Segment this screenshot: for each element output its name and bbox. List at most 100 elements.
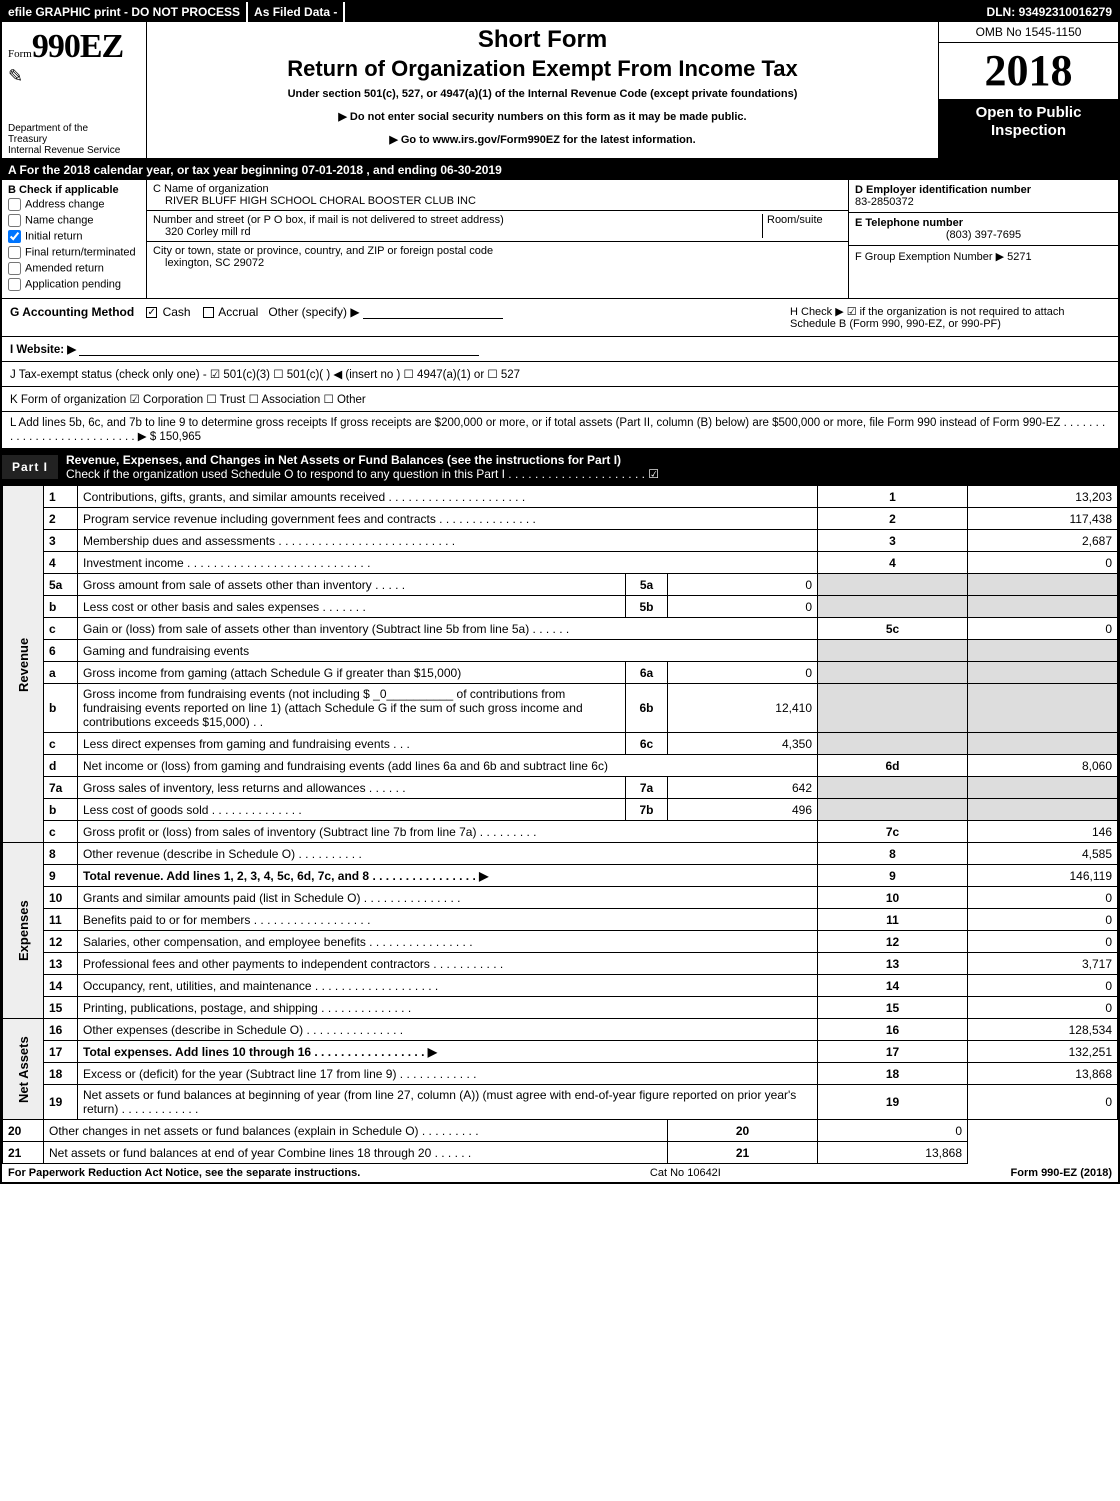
res-col: 2 bbox=[818, 508, 968, 530]
line-number: 3 bbox=[44, 530, 78, 552]
line-row: 9Total revenue. Add lines 1, 2, 3, 4, 5c… bbox=[3, 865, 1118, 887]
org-name: RIVER BLUFF HIGH SCHOOL CHORAL BOOSTER C… bbox=[153, 195, 842, 207]
chk-address-change[interactable]: Address change bbox=[8, 198, 140, 211]
addr-cell: Number and street (or P O box, if mail i… bbox=[147, 211, 848, 242]
chk-pending[interactable]: Application pending bbox=[8, 278, 140, 291]
dept-line3: Internal Revenue Service bbox=[8, 145, 140, 156]
res-val: 13,868 bbox=[818, 1142, 968, 1164]
section-expenses: Expenses bbox=[3, 843, 44, 1019]
res-col: 11 bbox=[818, 909, 968, 931]
sub-val: 12,410 bbox=[668, 684, 818, 733]
line-desc: Gross income from gaming (attach Schedul… bbox=[78, 662, 626, 684]
subtitle: Under section 501(c), 527, or 4947(a)(1)… bbox=[155, 88, 930, 100]
sub-val: 642 bbox=[668, 777, 818, 799]
line-desc: Less cost or other basis and sales expen… bbox=[78, 596, 626, 618]
dept-line1: Department of the bbox=[8, 123, 140, 134]
line-number: 7a bbox=[44, 777, 78, 799]
line-desc: Total expenses. Add lines 10 through 16 … bbox=[78, 1041, 818, 1063]
f-value: 5271 bbox=[1007, 251, 1031, 263]
part-1-heading: Revenue, Expenses, and Changes in Net As… bbox=[66, 453, 621, 467]
res-col: 18 bbox=[818, 1063, 968, 1085]
line-number: 11 bbox=[44, 909, 78, 931]
chk-final-return[interactable]: Final return/terminated bbox=[8, 246, 140, 259]
line-number: 8 bbox=[44, 843, 78, 865]
res-col-shaded bbox=[818, 733, 968, 755]
line-j: J Tax-exempt status (check only one) - ☑… bbox=[2, 362, 1118, 387]
res-val: 0 bbox=[968, 618, 1118, 640]
section-netassets: Net Assets bbox=[3, 1019, 44, 1120]
chk-name-change[interactable]: Name change bbox=[8, 214, 140, 227]
line-number: a bbox=[44, 662, 78, 684]
addr-label: Number and street (or P O box, if mail i… bbox=[153, 214, 762, 226]
res-col: 10 bbox=[818, 887, 968, 909]
other-specify-input[interactable] bbox=[363, 307, 503, 319]
footer: For Paperwork Reduction Act Notice, see … bbox=[2, 1164, 1118, 1182]
part-1-tag: Part I bbox=[2, 455, 58, 479]
line-number: 6 bbox=[44, 640, 78, 662]
res-val: 146,119 bbox=[968, 865, 1118, 887]
line-number: 13 bbox=[44, 953, 78, 975]
res-val-shaded bbox=[968, 574, 1118, 596]
chk-accrual[interactable] bbox=[203, 307, 214, 318]
title-return: Return of Organization Exempt From Incom… bbox=[155, 56, 930, 82]
arrow-line-1: ▶ Do not enter social security numbers o… bbox=[155, 110, 930, 123]
res-col: 21 bbox=[668, 1142, 818, 1164]
website-input[interactable] bbox=[79, 344, 479, 356]
line-desc: Other revenue (describe in Schedule O) .… bbox=[78, 843, 818, 865]
f-label: F Group Exemption Number ▶ bbox=[855, 251, 1004, 263]
line-desc: Salaries, other compensation, and employ… bbox=[78, 931, 818, 953]
sub-val: 4,350 bbox=[668, 733, 818, 755]
chk-amended[interactable]: Amended return bbox=[8, 262, 140, 275]
chk-cash[interactable]: ✓ bbox=[146, 307, 157, 318]
line-row: 6Gaming and fundraising events bbox=[3, 640, 1118, 662]
title-short-form: Short Form bbox=[155, 26, 930, 54]
res-col-shaded bbox=[818, 684, 968, 733]
res-col: 9 bbox=[818, 865, 968, 887]
line-desc: Net assets or fund balances at end of ye… bbox=[44, 1142, 668, 1164]
line-row: 4Investment income . . . . . . . . . . .… bbox=[3, 552, 1118, 574]
line-row: 15Printing, publications, postage, and s… bbox=[3, 997, 1118, 1019]
res-col: 13 bbox=[818, 953, 968, 975]
line-desc: Gross income from fundraising events (no… bbox=[78, 684, 626, 733]
res-col: 16 bbox=[818, 1019, 968, 1041]
line-number: 14 bbox=[44, 975, 78, 997]
line-desc: Printing, publications, postage, and shi… bbox=[78, 997, 818, 1019]
res-val: 0 bbox=[968, 552, 1118, 574]
city-label: City or town, state or province, country… bbox=[153, 245, 842, 257]
sub-col: 7a bbox=[626, 777, 668, 799]
line-h: H Check ▶ ☑ if the organization is not r… bbox=[790, 305, 1110, 330]
res-val-shaded bbox=[968, 777, 1118, 799]
city-value: lexington, SC 29072 bbox=[153, 257, 842, 269]
efile-label: efile GRAPHIC print - DO NOT PROCESS bbox=[2, 2, 248, 22]
line-row: bLess cost or other basis and sales expe… bbox=[3, 596, 1118, 618]
res-val: 117,438 bbox=[968, 508, 1118, 530]
line-number: 2 bbox=[44, 508, 78, 530]
open-to-public: Open to Public Inspection bbox=[939, 100, 1118, 158]
line-number: b bbox=[44, 684, 78, 733]
org-name-cell: C Name of organization RIVER BLUFF HIGH … bbox=[147, 180, 848, 211]
line-row: cGain or (loss) from sale of assets othe… bbox=[3, 618, 1118, 640]
line-row: 21Net assets or fund balances at end of … bbox=[3, 1142, 1118, 1164]
res-col: 5c bbox=[818, 618, 968, 640]
form-num: 990EZ bbox=[32, 28, 123, 65]
res-val: 8,060 bbox=[968, 755, 1118, 777]
sub-col: 5a bbox=[626, 574, 668, 596]
line-g-h: G Accounting Method ✓ Cash Accrual Other… bbox=[2, 299, 1118, 337]
sub-col: 6a bbox=[626, 662, 668, 684]
footer-left: For Paperwork Reduction Act Notice, see … bbox=[8, 1167, 360, 1179]
box-def: D Employer identification number 83-2850… bbox=[848, 180, 1118, 298]
line-row: dNet income or (loss) from gaming and fu… bbox=[3, 755, 1118, 777]
part-1-text: Revenue, Expenses, and Changes in Net As… bbox=[58, 449, 1118, 485]
line-row: 19Net assets or fund balances at beginni… bbox=[3, 1085, 1118, 1120]
line-row: 2Program service revenue including gover… bbox=[3, 508, 1118, 530]
sub-val: 496 bbox=[668, 799, 818, 821]
res-col-shaded bbox=[818, 640, 968, 662]
line-row: cGross profit or (loss) from sales of in… bbox=[3, 821, 1118, 843]
header-mid: Short Form Return of Organization Exempt… bbox=[147, 22, 938, 158]
chk-initial-return[interactable]: Initial return bbox=[8, 230, 140, 243]
dept-line2: Treasury bbox=[8, 134, 140, 145]
line-row: cLess direct expenses from gaming and fu… bbox=[3, 733, 1118, 755]
line-desc: Net assets or fund balances at beginning… bbox=[78, 1085, 818, 1120]
res-col-shaded bbox=[818, 799, 968, 821]
line-a: A For the 2018 calendar year, or tax yea… bbox=[2, 160, 1118, 180]
